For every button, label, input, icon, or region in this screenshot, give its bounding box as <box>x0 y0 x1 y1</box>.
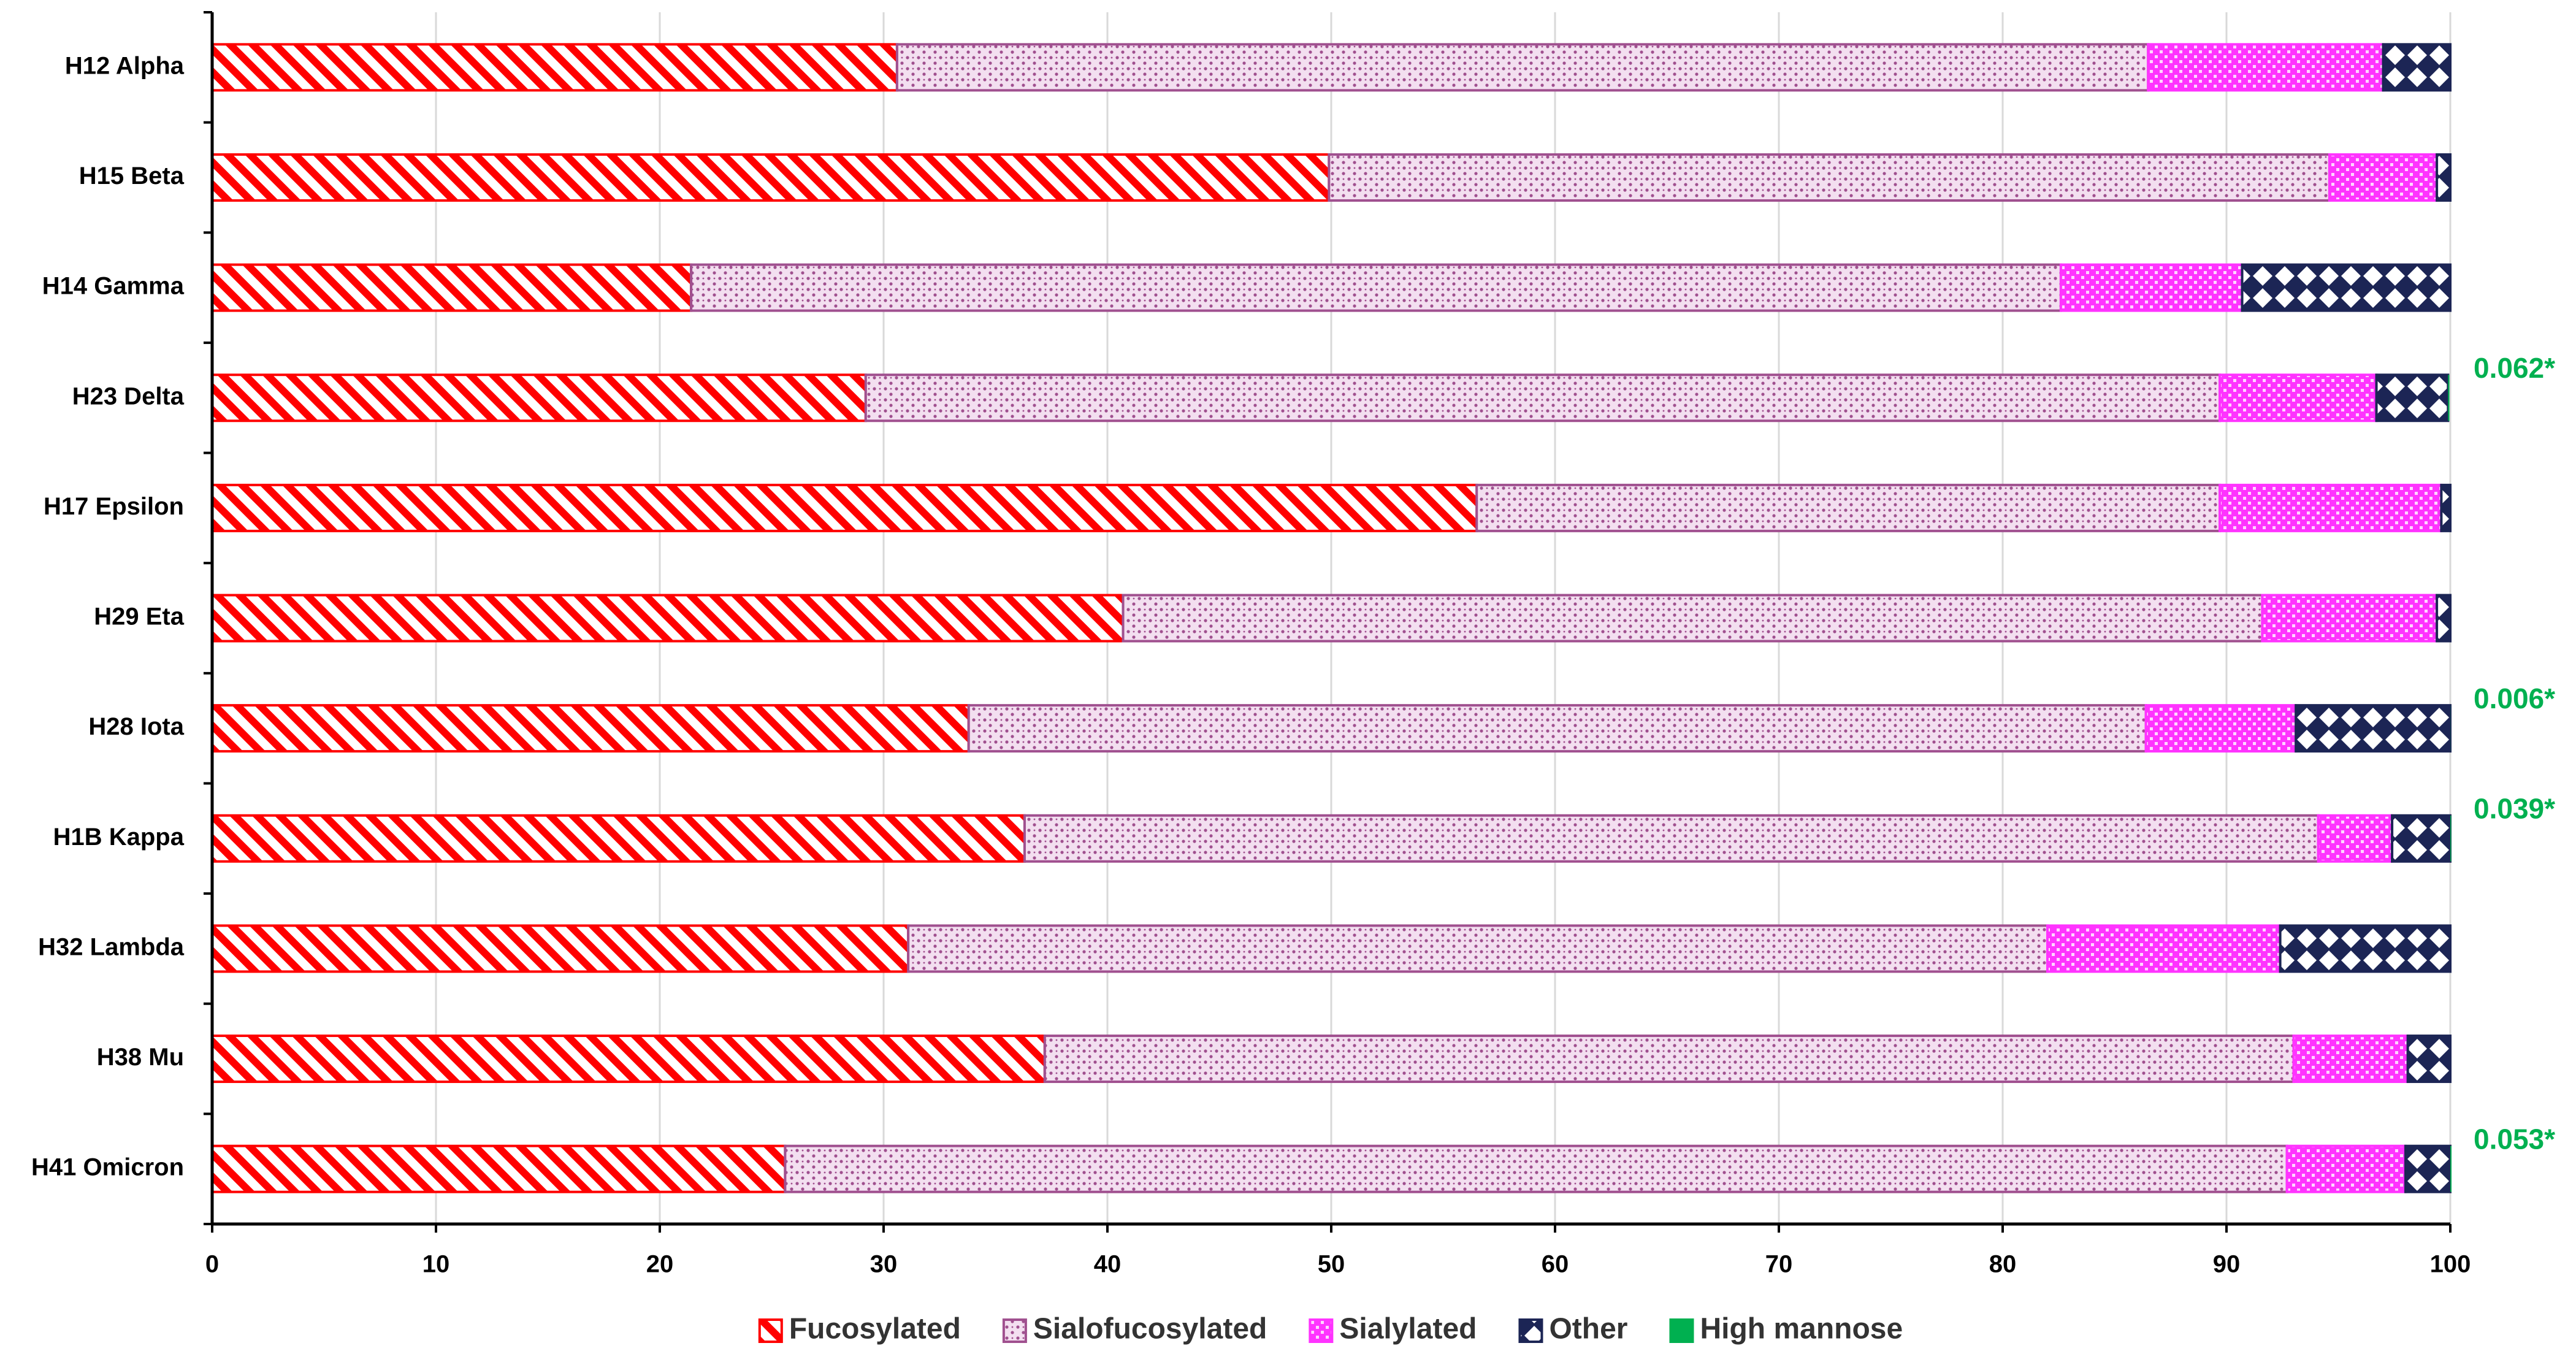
bar-segment <box>907 924 2049 973</box>
value-label: 0.006* <box>2474 683 2555 714</box>
y-tick-label: H23 Delta <box>72 383 185 410</box>
x-tick-label: 0 <box>205 1251 219 1278</box>
x-tick-label: 40 <box>1094 1251 1122 1278</box>
bar-segment <box>211 704 970 753</box>
y-tick-label: H17 Epsilon <box>44 493 184 520</box>
bar-segment <box>784 1144 2288 1193</box>
value-label: 0.039* <box>2474 793 2555 825</box>
legend-swatch <box>1309 1318 1334 1343</box>
y-tick-label: H38 Mu <box>97 1044 184 1071</box>
x-tick-label: 50 <box>1318 1251 1345 1278</box>
bar-segment <box>1043 1035 2295 1084</box>
legend-swatch <box>1669 1318 1694 1343</box>
legend: Fucosylated Sialofucosylated Sialylated Oth… <box>758 1313 1903 1345</box>
bar-segment <box>211 924 910 973</box>
x-tick-label: 70 <box>1765 1251 1793 1278</box>
bar-segment <box>2440 483 2452 532</box>
bar-segment <box>211 594 1125 643</box>
bar-segment <box>2279 924 2452 973</box>
legend-swatch <box>1518 1318 1543 1343</box>
bar-segment <box>1328 153 2331 202</box>
bar-segment <box>2328 153 2439 202</box>
bar-segment <box>2450 1146 2452 1192</box>
bar-segment <box>2144 704 2298 753</box>
bar-segment <box>211 483 1478 532</box>
bar-segment <box>2448 375 2450 421</box>
bar-segment <box>2406 1035 2452 1084</box>
bar-segment <box>1475 483 2222 532</box>
value-label: 0.062* <box>2474 352 2555 384</box>
x-tick-label: 10 <box>422 1251 450 1278</box>
bar-segment <box>1122 594 2264 643</box>
bar-segment <box>211 373 867 423</box>
x-tick-label: 60 <box>1542 1251 1569 1278</box>
bar-segment <box>2219 483 2443 532</box>
y-tick-label: H14 Gamma <box>42 273 185 300</box>
x-tick-label: 100 <box>2430 1251 2471 1278</box>
bar-segment <box>2436 594 2452 643</box>
bar-segment <box>2285 1144 2407 1193</box>
legend-swatch <box>1002 1318 1027 1343</box>
x-tick-label: 80 <box>1989 1251 2017 1278</box>
legend-label: Other <box>1549 1313 1627 1345</box>
legend-label: High mannose <box>1700 1313 1903 1345</box>
legend-swatch <box>758 1318 783 1343</box>
y-tick-label: H12 Alpha <box>65 52 185 79</box>
bar-segment <box>2391 814 2452 863</box>
bar-segment <box>211 263 693 312</box>
y-tick-label: H15 Beta <box>79 163 185 189</box>
bar-segment <box>2059 263 2244 312</box>
bar-segment <box>2241 263 2452 312</box>
y-tick-label: H29 Eta <box>94 603 184 630</box>
bar-segment <box>895 43 2150 92</box>
bar-segment <box>2382 43 2452 92</box>
y-tick-label: H41 Omicron <box>31 1154 184 1181</box>
bar-segment <box>211 153 1331 202</box>
bar-segment <box>2436 153 2452 202</box>
value-label: 0.053* <box>2474 1123 2555 1155</box>
bar-segment <box>2317 814 2394 863</box>
legend-label: Sialofucosylated <box>1033 1313 1267 1345</box>
bar-segment <box>2147 43 2385 92</box>
bar-segment <box>2292 1035 2409 1084</box>
bar-segment <box>2375 373 2450 423</box>
bar-segment <box>211 1144 787 1193</box>
bar-segment <box>2450 815 2452 862</box>
bar-segment <box>211 814 1026 863</box>
bar-segment <box>2295 704 2452 753</box>
bar-segment <box>1023 814 2320 863</box>
y-tick-label: H32 Lambda <box>38 933 185 960</box>
bar-segment <box>2219 373 2378 423</box>
bar-segment <box>2046 924 2282 973</box>
bar-segment <box>690 263 2062 312</box>
legend-label: Fucosylated <box>789 1313 961 1345</box>
bar-segment <box>211 1035 1046 1084</box>
bar-segment <box>211 43 898 92</box>
x-tick-label: 30 <box>870 1251 898 1278</box>
bar-segment <box>2404 1144 2452 1193</box>
bar-segment <box>864 373 2222 423</box>
y-tick-label: H1B Kappa <box>53 824 185 851</box>
x-tick-label: 90 <box>2213 1251 2241 1278</box>
bar-segment <box>967 704 2147 753</box>
bar-segment <box>2261 594 2439 643</box>
x-tick-label: 20 <box>646 1251 674 1278</box>
y-tick-label: H28 Iota <box>88 713 184 740</box>
legend-label: Sialylated <box>1339 1313 1477 1345</box>
